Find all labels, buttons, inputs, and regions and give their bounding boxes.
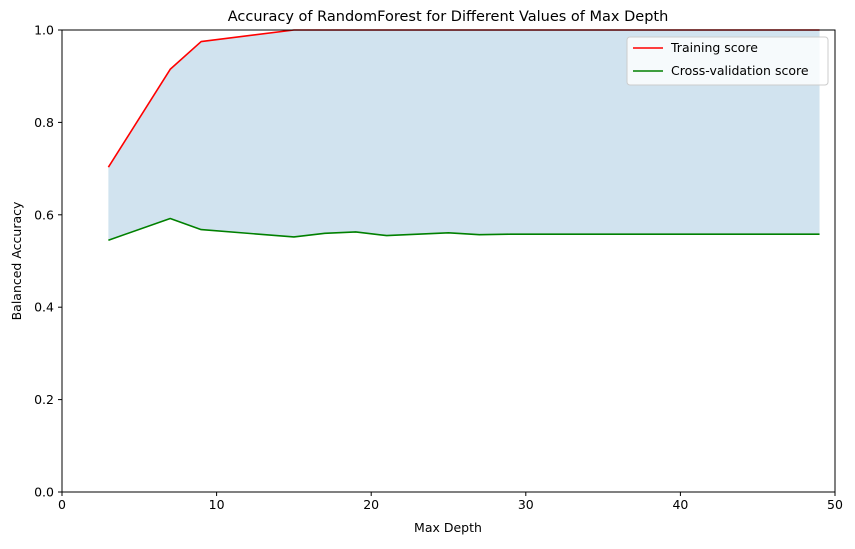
x-tick-label: 10: [209, 497, 225, 512]
legend-label-cross-validation: Cross-validation score: [671, 63, 809, 78]
x-tick-label: 50: [827, 497, 843, 512]
x-tick-label: 40: [672, 497, 688, 512]
legend-box: [626, 36, 829, 86]
y-tick-label: 1.0: [34, 23, 54, 38]
legend: Training score Cross-validation score: [626, 36, 829, 86]
y-tick-label: 0.2: [34, 392, 54, 407]
legend-label-training: Training score: [670, 40, 758, 55]
x-axis: 0 10 20 30 40 50: [58, 492, 843, 512]
x-axis-label: Max Depth: [414, 520, 482, 535]
y-tick-label: 0.0: [34, 485, 54, 500]
x-tick-label: 0: [58, 497, 66, 512]
x-tick-label: 20: [363, 497, 379, 512]
plot-frame: [61, 29, 836, 493]
y-axis-label: Balanced Accuracy: [9, 201, 24, 320]
cross-validation-score-line: [108, 217, 820, 241]
x-tick-label: 30: [518, 497, 534, 512]
chart-title: Accuracy of RandomForest for Different V…: [228, 9, 669, 25]
y-axis: 0.0 0.2 0.4 0.6 0.8 1.0: [34, 23, 62, 500]
y-tick-label: 0.6: [34, 207, 54, 222]
y-tick-label: 0.4: [34, 300, 54, 315]
y-tick-label: 0.8: [34, 115, 54, 130]
